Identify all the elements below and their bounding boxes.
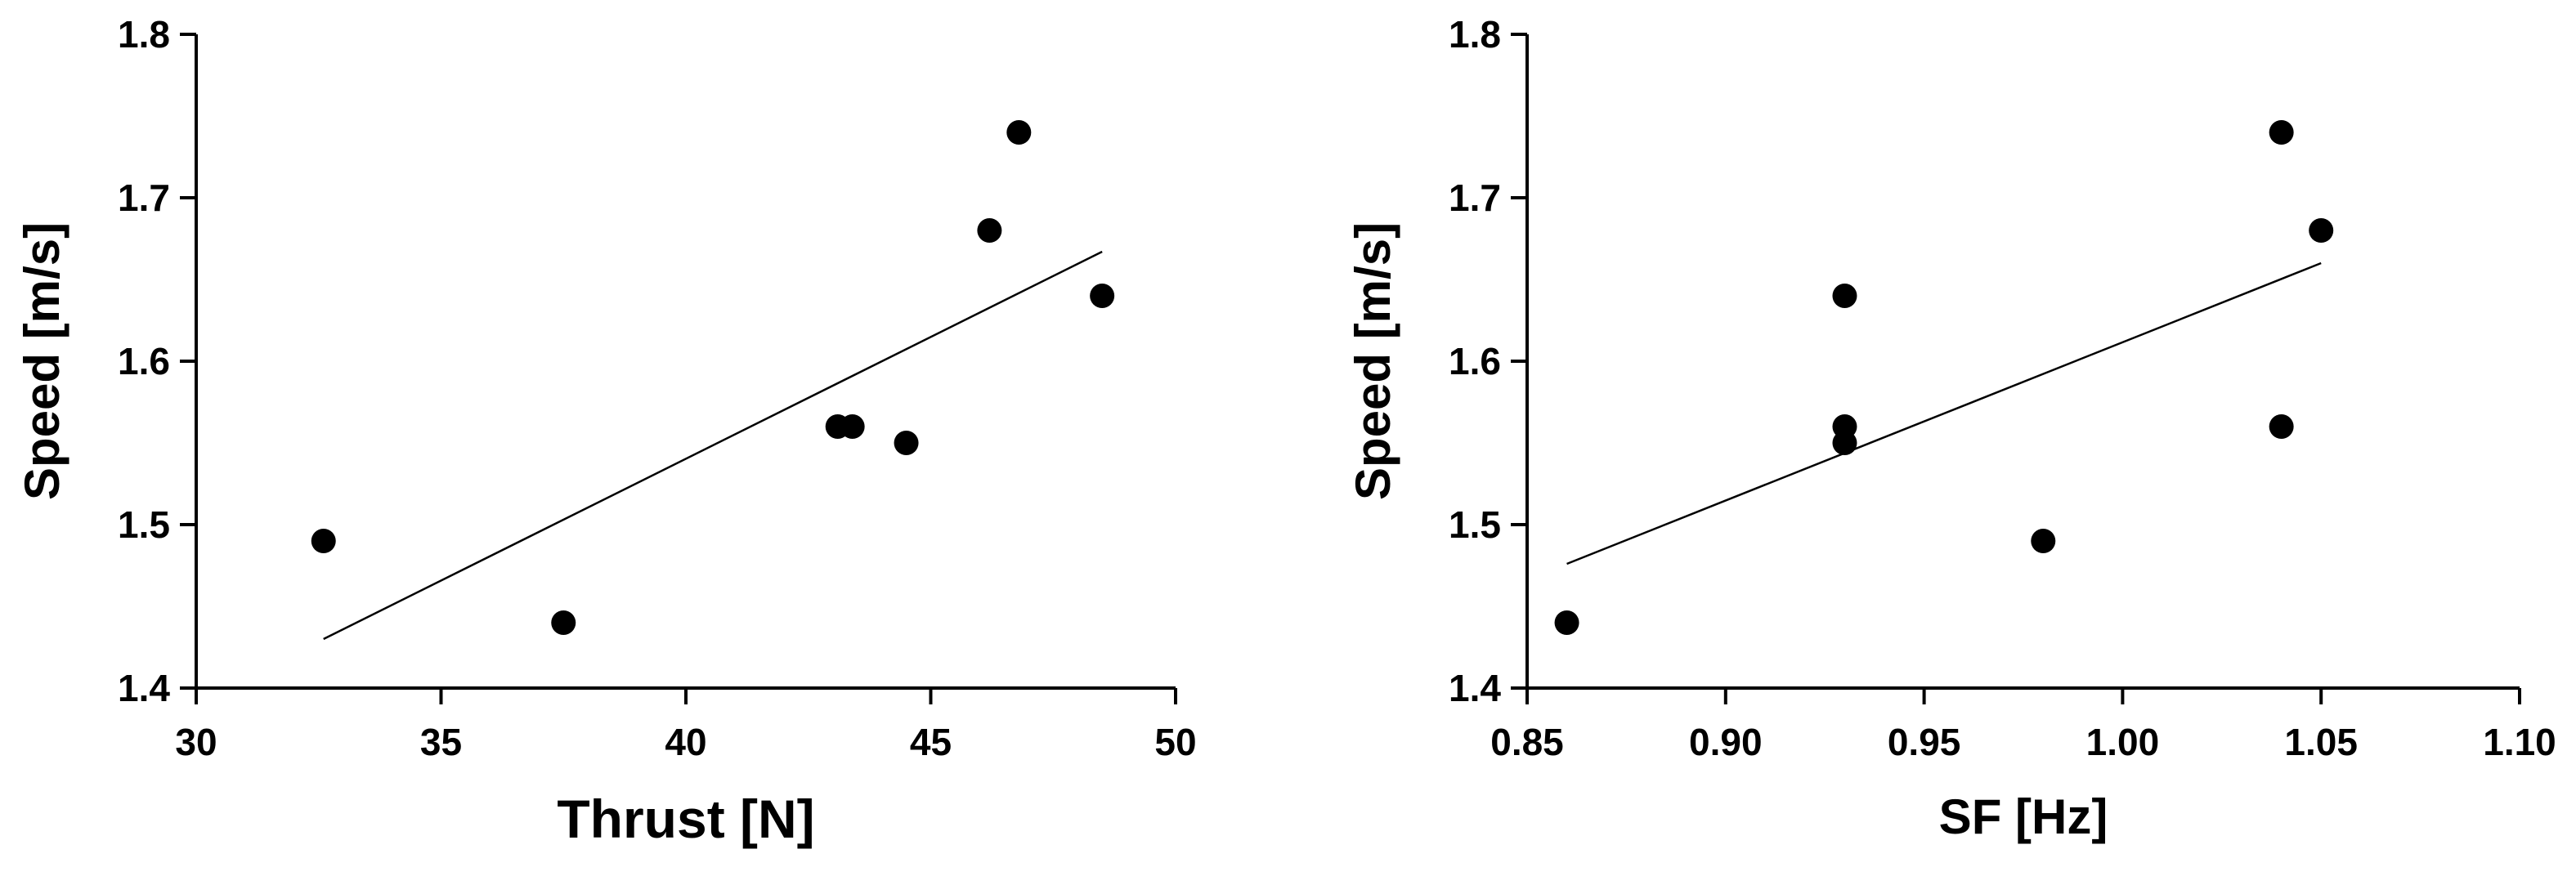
thrust-x-axis-title: Thrust [N] [557,789,814,849]
sf-y-tick-label: 1.4 [1449,667,1501,709]
thrust-x-tick-label: 35 [420,721,462,763]
sf-x-tick-label: 0.90 [1689,721,1763,763]
sf-y-axis-title: Speed [m/s] [1346,222,1400,500]
sf-speed-chart: 1.4 1.5 1.6 1.7 1.8 0.85 0.90 0.95 1.00 1.05 1.10 S… [1346,13,2556,844]
sf-x-tick-label: 1.10 [2483,721,2556,763]
thrust-y-tick-label: 1.5 [118,503,170,546]
thrust-data-point [1090,284,1115,308]
thrust-data-point [551,610,576,635]
thrust-data-point [311,529,336,553]
sf-x-tick-label: 1.00 [2086,721,2160,763]
sf-data-point [1832,431,1857,455]
sf-data-point [2269,414,2294,439]
thrust-fit-line [323,250,1103,641]
sf-x-tick-label: 1.05 [2284,721,2358,763]
sf-y-tick-label: 1.8 [1449,13,1501,56]
sf-x-tick-label: 0.85 [1490,721,1564,763]
thrust-y-tick-label: 1.6 [118,340,170,382]
thrust-data-point [840,414,865,439]
thrust-data-point [977,218,1002,243]
thrust-x-tick-label: 40 [665,721,706,763]
thrust-x-tick-label: 45 [910,721,952,763]
thrust-y-tick-label: 1.4 [118,667,170,709]
thrust-y-tick-label: 1.8 [118,13,170,56]
sf-data-point [2031,529,2056,553]
sf-x-axis-title: SF [Hz] [1939,789,2108,844]
thrust-y-tick-label: 1.7 [118,177,170,219]
thrust-speed-chart: 1.4 1.5 1.6 1.7 1.8 30 35 40 45 50 Thrust [N] Speed… [15,13,1197,849]
thrust-data-point [1006,120,1032,145]
sf-data-point [1832,284,1857,308]
thrust-x-tick-label: 30 [175,721,217,763]
sf-data-point [1554,610,1579,635]
thrust-y-axis-title: Speed [m/s] [15,222,69,500]
thrust-x-tick-label: 50 [1154,721,1196,763]
sf-fit-line [1566,261,2322,565]
sf-y-tick-label: 1.7 [1449,177,1501,219]
sf-y-tick-label: 1.6 [1449,340,1501,382]
sf-data-point [2309,218,2334,243]
sf-y-tick-label: 1.5 [1449,503,1501,546]
sf-data-point [2269,120,2294,145]
thrust-data-point [894,431,919,455]
sf-x-tick-label: 0.95 [1888,721,1961,763]
